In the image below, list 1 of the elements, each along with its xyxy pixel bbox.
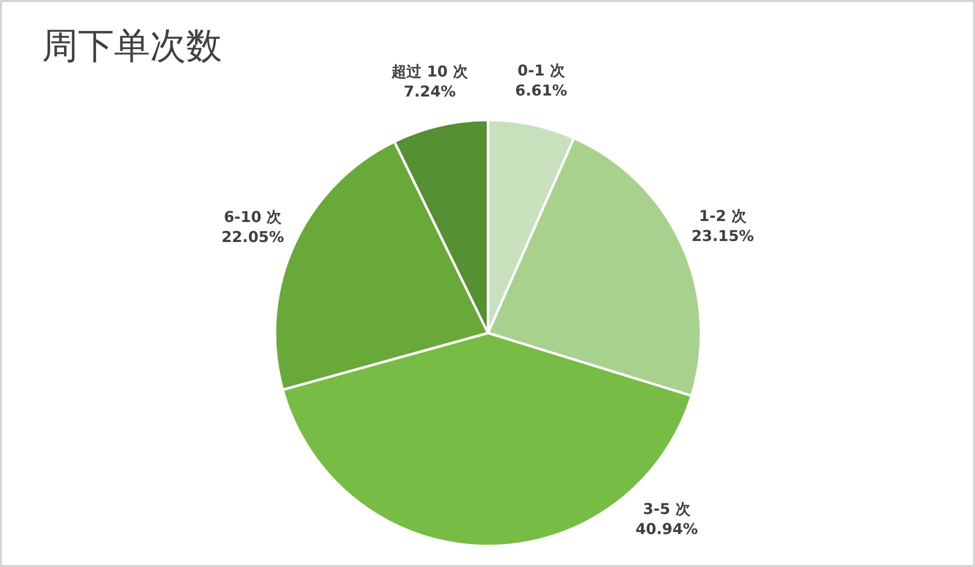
chart-title: 周下单次数 [42,26,222,67]
